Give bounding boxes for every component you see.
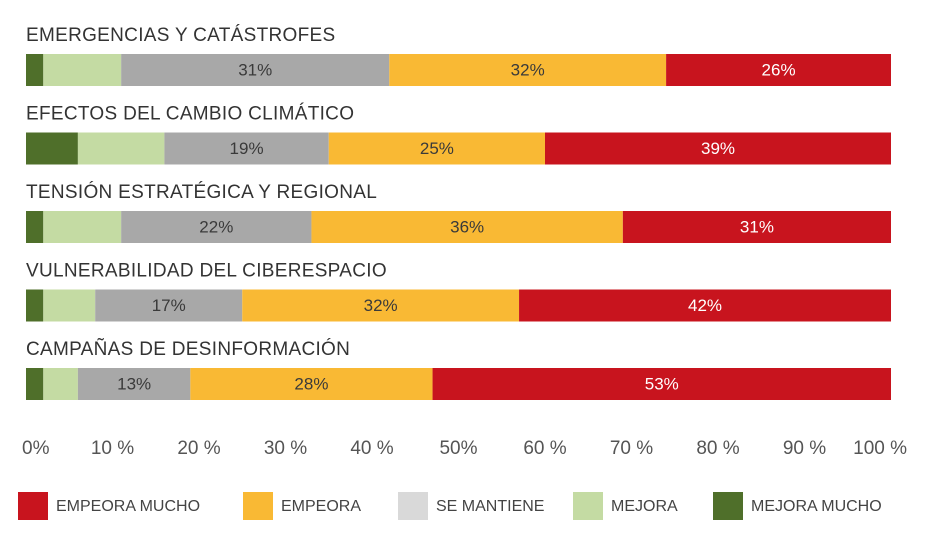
- data-label: 26%: [762, 60, 796, 79]
- bar-segment-mejora: [77, 132, 165, 165]
- legend-label: EMPEORA MUCHO: [56, 498, 200, 515]
- data-label: 25%: [420, 139, 454, 158]
- data-label: 42%: [688, 296, 722, 315]
- data-label: 53%: [645, 374, 679, 393]
- bar-segment-mejora: [43, 54, 122, 86]
- x-tick-label: 80 %: [696, 438, 739, 459]
- bar-segment-se-mantiene: [121, 54, 390, 86]
- legend-label: SE MANTIENE: [436, 498, 544, 515]
- bar-segment-mejora-mucho: [26, 211, 44, 243]
- x-tick-label: 10 %: [91, 438, 134, 459]
- data-label: 32%: [364, 296, 398, 315]
- x-tick-label: 40 %: [350, 438, 393, 459]
- bar-segment-se-mantiene: [164, 132, 329, 165]
- legend-label: MEJORA MUCHO: [751, 498, 882, 515]
- x-tick-label: 20 %: [177, 438, 220, 459]
- x-tick-label: 30 %: [264, 438, 307, 459]
- bar-segment-mejora-mucho: [26, 132, 78, 165]
- data-label: 31%: [238, 60, 272, 79]
- legend-label: MEJORA: [611, 498, 678, 515]
- data-label: 13%: [117, 374, 151, 393]
- data-label: 31%: [740, 217, 774, 236]
- bar-segment-empeora-mucho: [545, 132, 891, 165]
- legend-swatch-empeora: [243, 492, 273, 520]
- data-label: 22%: [199, 217, 233, 236]
- bar-segment-empeora: [242, 289, 520, 322]
- x-tick-label: 60 %: [523, 438, 566, 459]
- data-label: 36%: [450, 217, 484, 236]
- bar-segment-mejora-mucho: [26, 289, 44, 322]
- data-label: 32%: [511, 60, 545, 79]
- bar-segment-se-mantiene: [95, 289, 243, 322]
- category-label: TENSIÓN ESTRATÉGICA Y REGIONAL: [26, 181, 377, 203]
- bar-segment-mejora: [43, 211, 122, 243]
- bar-segment-empeora-mucho: [622, 211, 891, 243]
- x-tick-label: 0%: [22, 438, 50, 459]
- category-label: VULNERABILIDAD DEL CIBERESPACIO: [26, 261, 387, 282]
- bar-segment-empeora-mucho: [666, 54, 891, 86]
- x-tick-label: 100 %: [853, 438, 907, 459]
- category-label: EMERGENCIAS Y CATÁSTROFES: [26, 25, 335, 46]
- category-label: EFECTOS DEL CAMBIO CLIMÁTICO: [26, 104, 354, 125]
- bar-segment-mejora: [43, 289, 96, 322]
- bar-segment-empeora: [389, 54, 667, 86]
- bar-segment-empeora: [190, 368, 433, 400]
- bar-segment-se-mantiene: [121, 211, 312, 243]
- category-label: CAMPAÑAS DE DESINFORMACIÓN: [26, 338, 350, 360]
- bar-segment-mejora-mucho: [26, 368, 44, 400]
- bar-segment-empeora-mucho: [519, 289, 891, 322]
- bar-segment-mejora: [43, 368, 78, 400]
- data-label: 19%: [230, 139, 264, 158]
- bar-segment-mejora-mucho: [26, 54, 44, 86]
- x-tick-label: 50%: [439, 438, 477, 459]
- bar-segment-empeora: [311, 211, 623, 243]
- data-label: 17%: [152, 296, 186, 315]
- legend-label: EMPEORA: [281, 498, 361, 515]
- legend-swatch-mejora-mucho: [713, 492, 743, 520]
- bar-segment-empeora-mucho: [432, 368, 891, 400]
- legend-swatch-se-mantiene: [398, 492, 428, 520]
- x-tick-label: 90 %: [783, 438, 826, 459]
- x-tick-label: 70 %: [610, 438, 653, 459]
- legend-swatch-empeora-mucho: [18, 492, 48, 520]
- data-label: 28%: [294, 374, 328, 393]
- legend-swatch-mejora: [573, 492, 603, 520]
- data-label: 39%: [701, 139, 735, 158]
- bar-segment-se-mantiene: [77, 368, 191, 400]
- bar-segment-empeora: [328, 132, 545, 165]
